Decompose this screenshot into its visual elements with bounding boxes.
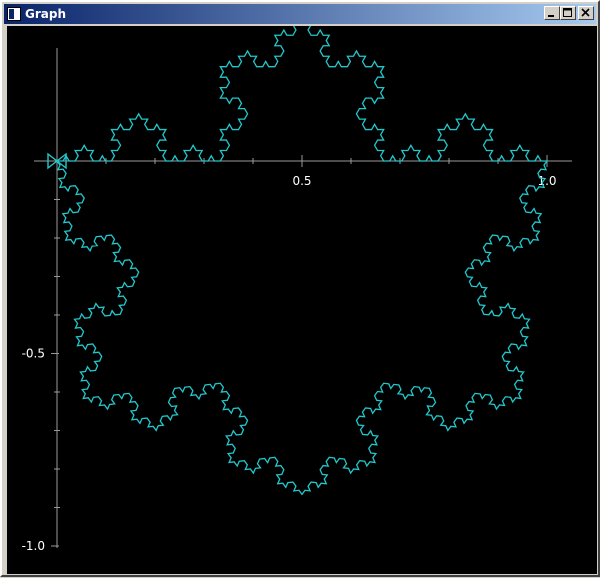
axes [34, 48, 572, 548]
close-button[interactable] [578, 6, 594, 20]
maximize-icon [563, 8, 572, 17]
title-bar[interactable]: Graph [4, 4, 596, 24]
window-title: Graph [25, 7, 66, 21]
minimize-button[interactable] [544, 6, 560, 20]
maximize-button[interactable] [560, 6, 576, 20]
x-tick-label: 0.5 [292, 174, 311, 188]
x-tick-label: 1.0 [537, 174, 556, 188]
tick-labels: 0.5 1.0 -0.5 -1.0 [22, 174, 557, 553]
graph-window-icon [7, 7, 21, 21]
start-marker [47, 152, 67, 170]
plot-area: 0.5 1.0 -0.5 -1.0 [22, 18, 572, 553]
close-icon [581, 8, 590, 17]
title-buttons [544, 6, 594, 20]
y-tick-label: -0.5 [22, 347, 45, 361]
koch-snowflake-curve [56, 18, 549, 496]
minimize-icon [548, 15, 554, 17]
graph-canvas[interactable]: 0.5 1.0 -0.5 -1.0 [7, 18, 597, 574]
y-tick-label: -1.0 [22, 539, 45, 553]
